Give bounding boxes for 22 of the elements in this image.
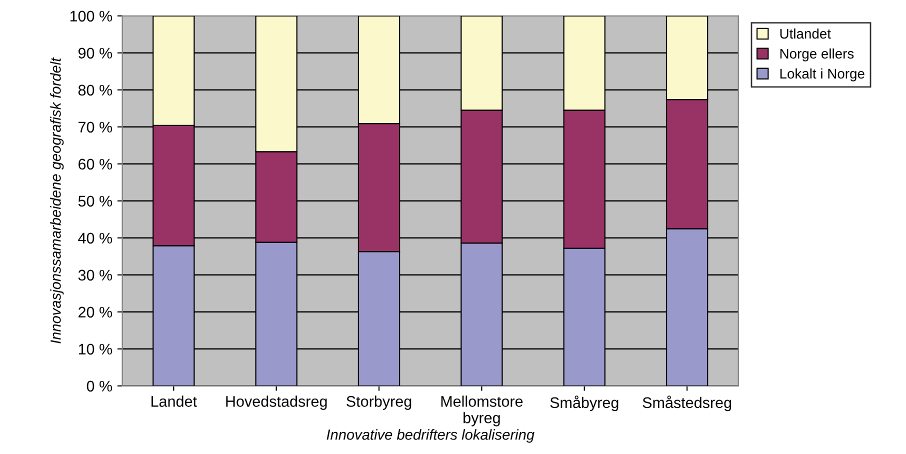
x-tick-label: Småstedsreg	[642, 396, 732, 412]
legend-label: Lokalt i Norge	[780, 68, 864, 82]
y-tick-label: 70 %	[78, 122, 112, 133]
y-tick-label: 100 %	[70, 10, 112, 22]
y-tick-label: 50 %	[78, 196, 112, 207]
y-tick-label: 20 %	[78, 306, 112, 318]
y-tick-label: 30 %	[78, 270, 112, 281]
legend-label: Norge ellers	[780, 48, 854, 62]
y-tick-label: 0 %	[86, 380, 112, 392]
x-tick-label: Småbyreg	[550, 396, 618, 412]
y-tick-label: 10 %	[78, 344, 112, 355]
y-axis-title: Innovasjonssamarbeidene geografisk fordelt	[50, 57, 64, 344]
x-tick-label: Mellomstore byreg	[441, 396, 523, 426]
y-tick-label: 60 %	[78, 158, 112, 170]
y-tick-label: 80 %	[78, 84, 112, 96]
x-tick-label: Hovedstadsreg	[226, 396, 327, 410]
x-axis-title: Innovative bedrifters lokalisering	[326, 429, 534, 443]
x-tick-label: Storbyreg	[346, 396, 412, 410]
y-tick-label: 90 %	[78, 48, 112, 59]
y-tick-label: 40 %	[78, 232, 112, 244]
x-tick-label: Landet	[152, 396, 197, 407]
legend-label: Utlandet	[780, 28, 831, 39]
